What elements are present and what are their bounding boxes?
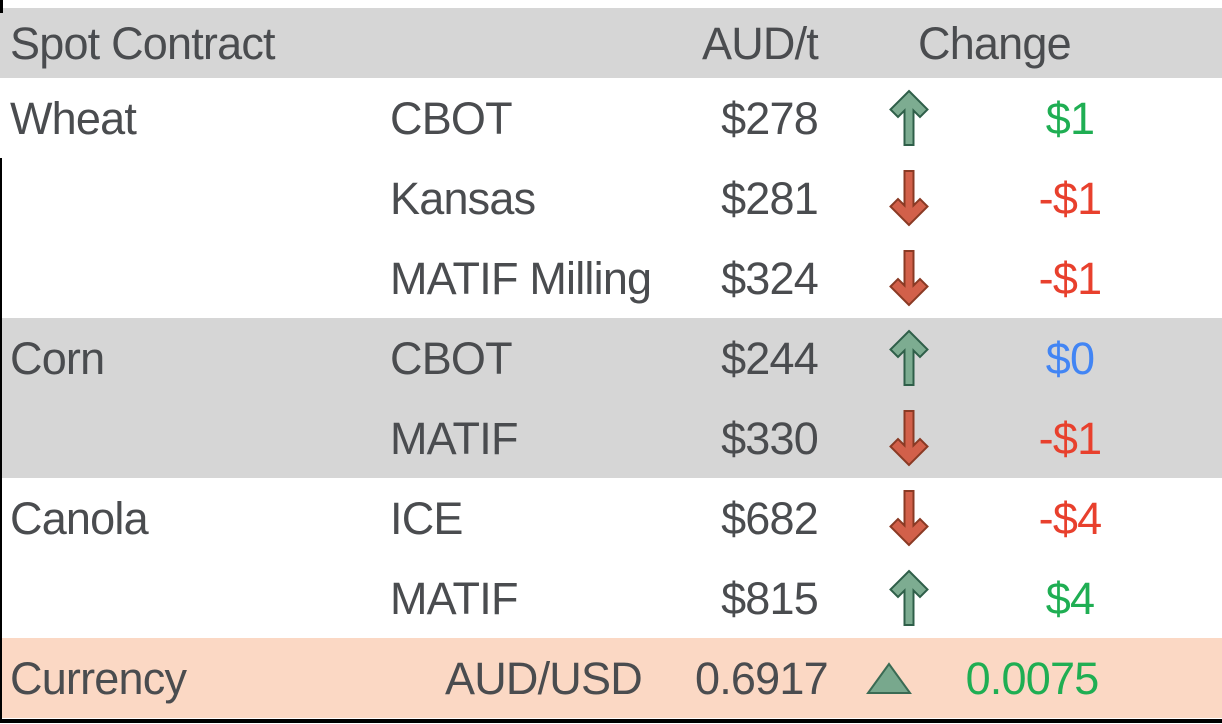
change-value: -$1 (1038, 172, 1102, 224)
table-row: Kansas $281 -$1 (0, 158, 1222, 238)
change-direction-cell (818, 489, 1000, 547)
change-value: $0 (1045, 332, 1095, 384)
change-direction-cell (818, 169, 1000, 227)
header-aud-t: AUD/t (701, 17, 819, 69)
price-value: $330 (721, 412, 819, 464)
change-direction-cell (818, 409, 1000, 467)
table-row: Currency AUD/USD 0.6917 0.0075 (0, 638, 1222, 718)
table-rows: Wheat CBOT $278 $1 Kansas $281 -$1 MATIF… (0, 78, 1222, 718)
contract-label: ICE (390, 492, 463, 544)
up-arrow-icon (889, 569, 929, 626)
up-arrow-icon (889, 329, 929, 386)
price-value: $281 (721, 172, 819, 224)
price-value: $682 (721, 492, 819, 544)
change-value: $4 (1045, 572, 1095, 624)
change-value: $1 (1045, 92, 1095, 144)
contract-label: AUD/USD (445, 652, 643, 704)
down-arrow-icon (889, 250, 929, 307)
table-row: Canola ICE $682 -$4 (0, 478, 1222, 558)
contract-label: MATIF (390, 412, 518, 464)
up-arrow-icon (889, 89, 929, 146)
bottom-axis-border (0, 719, 1222, 723)
change-value: -$1 (1038, 412, 1102, 464)
header-spot-contract: Spot Contract (10, 17, 276, 69)
commodity-label: Corn (10, 332, 105, 384)
left-axis-spine (0, 158, 2, 722)
down-arrow-icon (889, 410, 929, 467)
change-direction-cell (818, 249, 1000, 307)
price-value: $815 (721, 572, 819, 624)
table-row: MATIF $330 -$1 (0, 398, 1222, 478)
top-left-tick (0, 0, 3, 13)
change-value: -$1 (1038, 252, 1102, 304)
commodity-label: Currency (10, 652, 187, 704)
table-header: Spot Contract AUD/t Change (0, 8, 1222, 78)
up-triangle-icon (866, 661, 912, 694)
change-value: -$4 (1038, 492, 1102, 544)
table-row: Corn CBOT $244 $0 (0, 318, 1222, 398)
header-change: Change (918, 17, 1072, 69)
top-gap (0, 0, 1222, 8)
price-value: $324 (721, 252, 819, 304)
commodity-label: Canola (10, 492, 149, 544)
contract-label: CBOT (390, 332, 513, 384)
table-row: Wheat CBOT $278 $1 (0, 78, 1222, 158)
price-value: $244 (721, 332, 819, 384)
change-direction-cell (818, 89, 1000, 147)
commodity-label: Wheat (10, 92, 137, 144)
change-value: 0.0075 (965, 652, 1100, 704)
contract-label: Kansas (390, 172, 536, 224)
price-value: $278 (721, 92, 819, 144)
change-direction-cell (818, 329, 1000, 387)
table-row: MATIF $815 $4 (0, 558, 1222, 638)
down-arrow-icon (889, 170, 929, 227)
price-value: 0.6917 (695, 652, 829, 704)
contract-label: CBOT (390, 92, 513, 144)
table-row: MATIF Milling $324 -$1 (0, 238, 1222, 318)
contract-label: MATIF (390, 572, 518, 624)
down-arrow-icon (889, 490, 929, 547)
change-direction-cell (818, 661, 1000, 695)
contract-label: MATIF Milling (390, 252, 652, 304)
change-direction-cell (818, 569, 1000, 627)
